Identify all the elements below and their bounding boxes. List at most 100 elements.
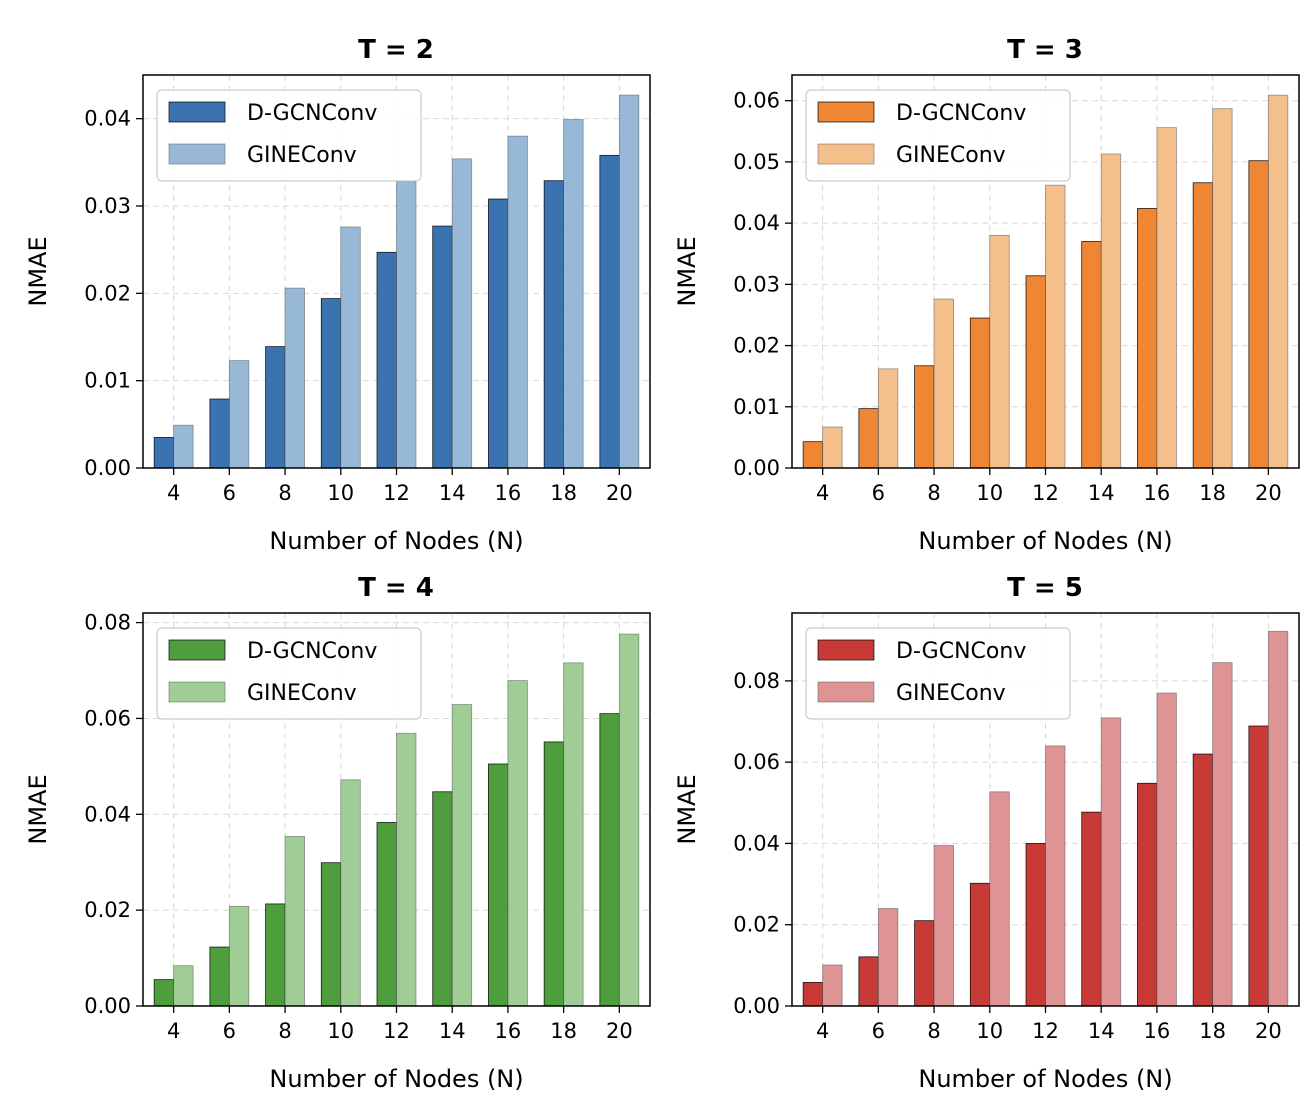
- bar-gineconv-18: [1212, 108, 1233, 469]
- y-tick-label: 0.04: [84, 802, 131, 826]
- y-tick-label: 0.08: [733, 669, 780, 693]
- bar-gineconv-20: [1267, 630, 1289, 1007]
- y-tick-label: 0.03: [733, 272, 780, 296]
- legend-swatch-d-gcnconv: [817, 101, 875, 123]
- x-tick-label: 6: [223, 481, 236, 505]
- bar-gineconv-4: [173, 965, 194, 1007]
- bar-d-gcnconv-8: [265, 346, 286, 469]
- bar-gineconv-20: [618, 633, 640, 1007]
- bar-gineconv-8: [933, 298, 954, 469]
- x-tick-label: 20: [1255, 1019, 1282, 1043]
- x-axis-label: Number of Nodes (N): [918, 1065, 1172, 1093]
- x-tick-label: 12: [383, 481, 410, 505]
- bar-gineconv-18: [563, 662, 584, 1007]
- x-axis-label: Number of Nodes (N): [269, 1065, 523, 1093]
- y-axis-label: NMAE: [24, 236, 52, 306]
- bar-gineconv-8: [284, 287, 305, 469]
- x-tick-label: 16: [495, 1019, 522, 1043]
- legend-swatch-d-gcnconv: [168, 639, 226, 661]
- x-tick-label: 18: [550, 1019, 577, 1043]
- y-tick-label: 0.02: [733, 913, 780, 937]
- bar-d-gcnconv-8: [914, 365, 935, 469]
- legend-label-gineconv: GINEConv: [247, 143, 357, 168]
- x-tick-label: 6: [872, 481, 885, 505]
- bar-gineconv-10: [340, 779, 361, 1007]
- x-tick-label: 20: [1255, 481, 1282, 505]
- chart-panel-3: T = 4 4 6 8 10 12 14 16 18 20 0.00 0.02 0.04 0.06 0.08…: [24, 573, 651, 1093]
- x-tick-label: 14: [439, 481, 466, 505]
- bar-d-gcnconv-12: [1025, 275, 1046, 469]
- y-tick-label: 0.04: [733, 211, 780, 235]
- bar-d-gcnconv-10: [320, 862, 342, 1007]
- y-tick-label: 0.08: [84, 611, 131, 635]
- x-tick-label: 16: [1144, 1019, 1171, 1043]
- bar-gineconv-6: [228, 905, 250, 1007]
- bar-d-gcnconv-14: [432, 225, 453, 469]
- bar-d-gcnconv-20: [1248, 160, 1269, 469]
- bar-gineconv-14: [451, 158, 473, 469]
- y-tick-label: 0.04: [84, 107, 131, 131]
- chart-title: T = 5: [1007, 573, 1083, 603]
- bar-gineconv-6: [877, 368, 899, 469]
- bar-d-gcnconv-4: [153, 437, 175, 469]
- bar-d-gcnconv-4: [802, 441, 824, 469]
- chart-title: T = 2: [358, 35, 434, 65]
- x-tick-label: 16: [495, 481, 522, 505]
- x-tick-label: 14: [439, 1019, 466, 1043]
- x-tick-label: 6: [223, 1019, 236, 1043]
- y-tick-label: 0.06: [733, 750, 780, 774]
- bar-gineconv-4: [173, 424, 194, 469]
- bar-gineconv-16: [1156, 692, 1177, 1007]
- x-tick-label: 12: [1032, 1019, 1059, 1043]
- y-tick-label: 0.04: [733, 831, 780, 855]
- bar-d-gcnconv-10: [969, 317, 991, 469]
- bar-gineconv-6: [877, 908, 899, 1007]
- bar-gineconv-16: [507, 680, 528, 1007]
- bar-gineconv-16: [507, 135, 528, 469]
- bar-d-gcnconv-16: [488, 763, 509, 1007]
- legend-swatch-gineconv: [817, 143, 875, 165]
- legend-label-d-gcnconv: D-GCNConv: [247, 101, 377, 126]
- x-tick-label: 12: [383, 1019, 410, 1043]
- x-tick-label: 8: [278, 1019, 291, 1043]
- x-tick-label: 4: [167, 1019, 180, 1043]
- legend-label-gineconv: GINEConv: [247, 681, 357, 706]
- x-tick-label: 4: [816, 1019, 829, 1043]
- y-axis-label: NMAE: [673, 774, 701, 844]
- y-tick-label: 0.00: [733, 994, 780, 1018]
- legend-swatch-gineconv: [817, 681, 875, 703]
- x-axis-label: Number of Nodes (N): [269, 527, 523, 555]
- bar-d-gcnconv-12: [376, 251, 397, 469]
- bar-d-gcnconv-10: [969, 882, 991, 1007]
- bar-d-gcnconv-6: [209, 398, 230, 469]
- bar-d-gcnconv-20: [599, 713, 620, 1007]
- x-tick-label: 4: [167, 481, 180, 505]
- bar-d-gcnconv-14: [1081, 811, 1102, 1007]
- legend-swatch-gineconv: [168, 143, 226, 165]
- legend-label-d-gcnconv: D-GCNConv: [247, 639, 377, 664]
- x-tick-label: 8: [278, 481, 291, 505]
- bar-d-gcnconv-6: [209, 946, 230, 1007]
- x-tick-label: 10: [327, 481, 354, 505]
- chart-panel-1: T = 2 4 6 8 10 12 14 16 18 20 0.00 0.01 0.02 0.03 0.04…: [24, 35, 651, 555]
- y-tick-label: 0.00: [84, 456, 131, 480]
- y-tick-label: 0.01: [733, 395, 780, 419]
- x-tick-label: 10: [327, 1019, 354, 1043]
- bar-d-gcnconv-14: [432, 791, 453, 1007]
- bar-d-gcnconv-14: [1081, 241, 1102, 469]
- legend-label-d-gcnconv: D-GCNConv: [896, 101, 1026, 126]
- bar-d-gcnconv-18: [1192, 753, 1214, 1007]
- x-tick-label: 16: [1144, 481, 1171, 505]
- bar-gineconv-18: [1212, 662, 1233, 1007]
- x-tick-label: 4: [816, 481, 829, 505]
- bar-d-gcnconv-4: [802, 982, 824, 1007]
- chart-panel-4: T = 5 4 6 8 10 12 14 16 18 20 0.00 0.02 0.04 0.06 0.08…: [673, 573, 1300, 1093]
- bar-d-gcnconv-20: [599, 154, 620, 469]
- legend-swatch-d-gcnconv: [817, 639, 875, 661]
- legend-label-d-gcnconv: D-GCNConv: [896, 639, 1026, 664]
- bar-gineconv-10: [989, 791, 1010, 1007]
- y-axis-label: NMAE: [24, 774, 52, 844]
- bar-gineconv-14: [451, 704, 473, 1007]
- x-tick-label: 8: [927, 1019, 940, 1043]
